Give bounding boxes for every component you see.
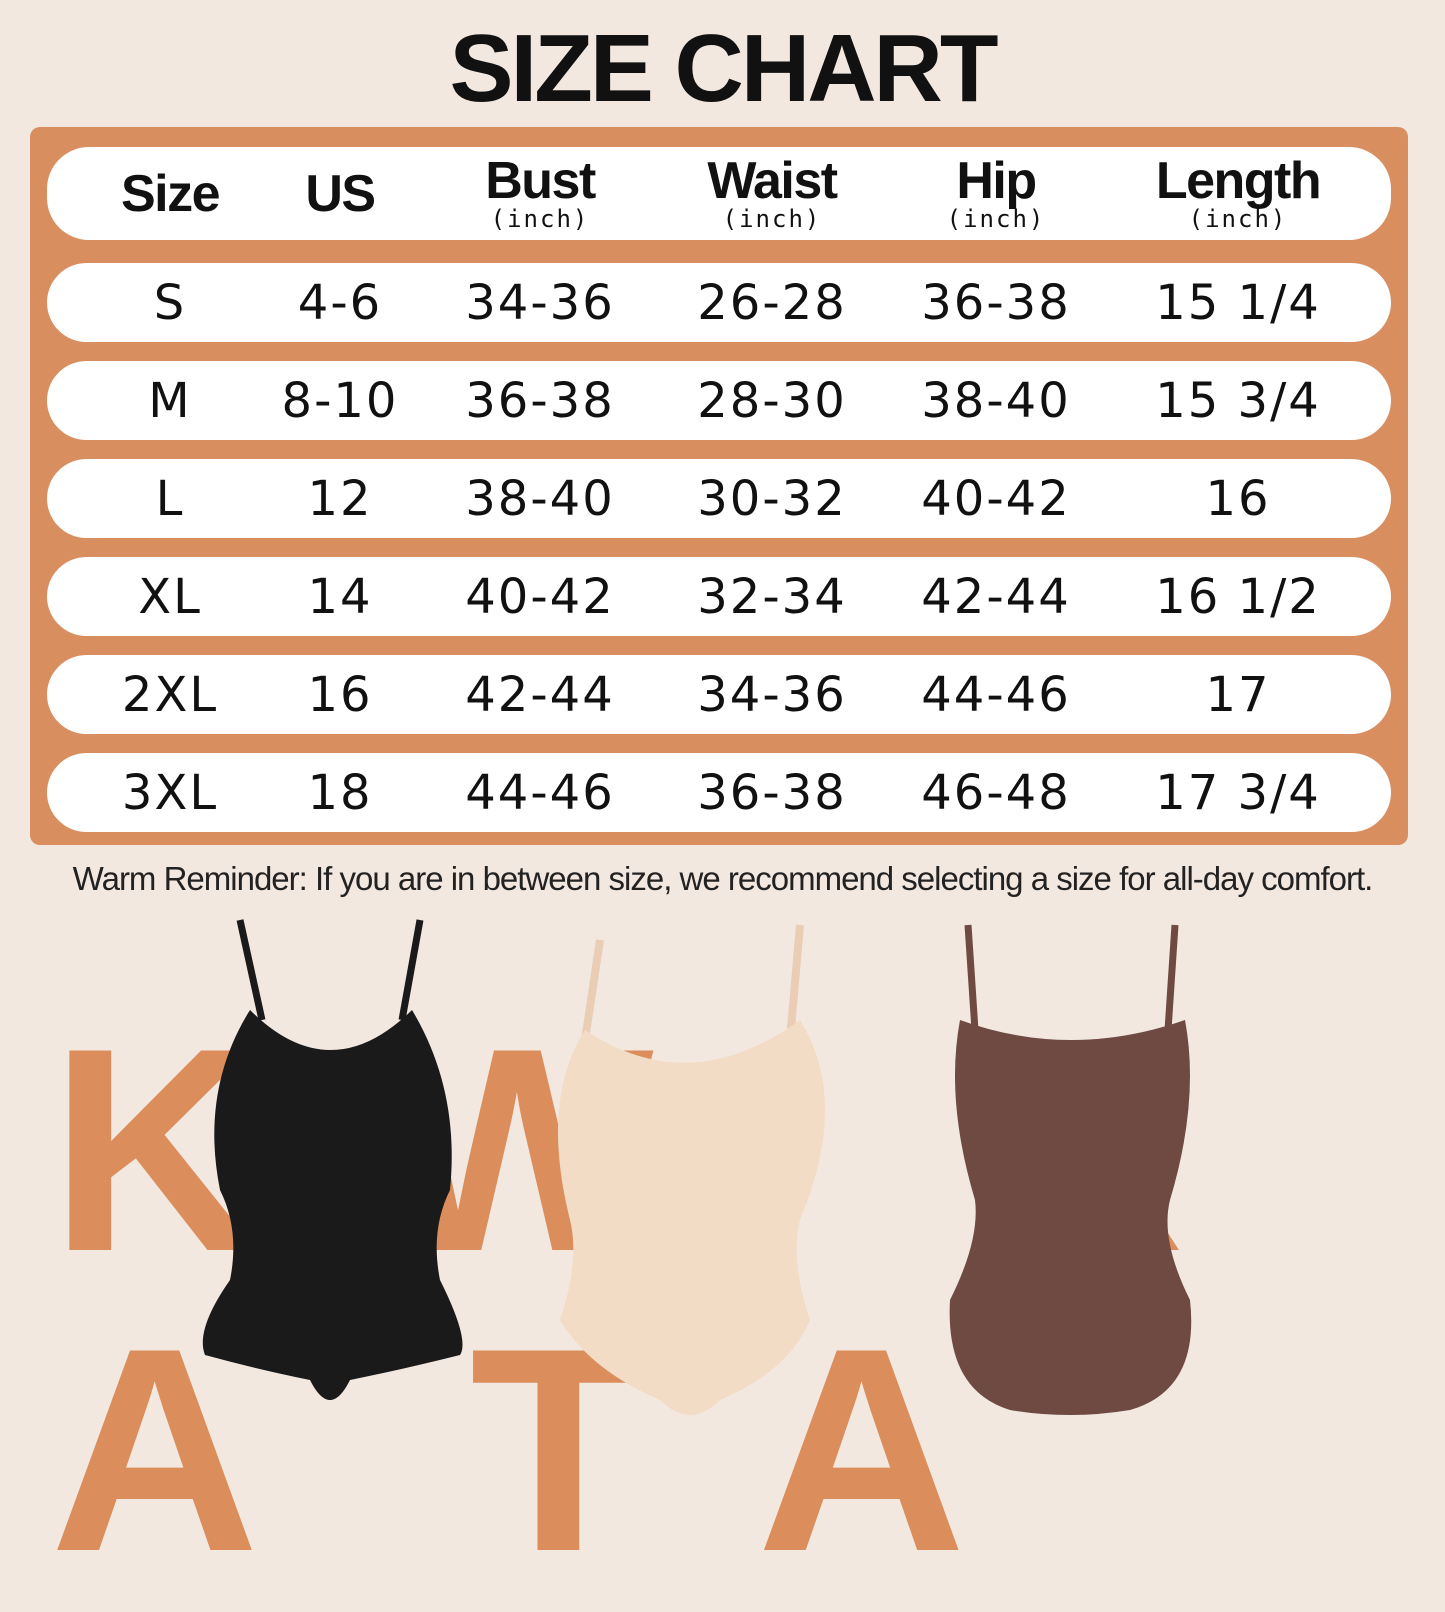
column-header: Size [50,147,290,240]
header-row: Size US Bust (inch) Waist (inch) Hip (inch) Leng… [47,147,1391,240]
page-title: SIZE CHART [449,15,999,122]
table-cell: 34-36 [465,274,615,331]
table-row: 3XL 18 44-46 36-38 46-48 17 3/4 [47,753,1391,832]
table-cell: 12 [307,470,373,527]
table-cell: 4-6 [297,274,383,331]
table-cell: 3XL [121,764,219,821]
table-cell: 42-44 [921,568,1071,625]
table-row: L 12 38-40 30-32 40-42 16 [47,459,1391,538]
table-cell: 36-38 [465,372,615,429]
brown-bodysuit-image [949,924,1192,1415]
table-cell: 15 3/4 [1155,372,1321,429]
column-header-label: Length [1155,151,1322,210]
table-row: 2XL 16 42-44 34-36 44-46 17 [47,655,1391,734]
table-cell: 2XL [121,666,219,723]
table-cell: 16 [307,666,373,723]
column-header: Waist (inch) [652,147,892,240]
table-cell: 30-32 [697,470,847,527]
column-header: Bust (inch) [420,147,660,240]
warm-reminder: Warm Reminder: If you are in between siz… [72,860,1374,897]
column-header: Length (inch) [1118,147,1358,240]
column-header-unit: (inch) [722,204,822,233]
table-cell: 36-38 [697,764,847,821]
table-cell: 17 3/4 [1155,764,1321,821]
table-cell: 26-28 [697,274,847,331]
column-header: US [220,147,460,240]
table-cell: 46-48 [921,764,1071,821]
table-cell: 14 [307,568,373,625]
table-row: S 4-6 34-36 26-28 36-38 15 1/4 [47,263,1391,342]
table-cell: 38-40 [921,372,1071,429]
table-cell: 42-44 [465,666,615,723]
table-cell: XL [138,568,202,625]
table-cell: 17 [1205,666,1271,723]
size-table: Size US Bust (inch) Waist (inch) Hip (inch) Leng… [30,127,1408,845]
table-cell: 15 1/4 [1155,274,1321,331]
table-cell: 40-42 [465,568,615,625]
table-cell: 18 [307,764,373,821]
table-cell: 40-42 [921,470,1071,527]
column-header-label: US [305,164,376,223]
table-cell: 36-38 [921,274,1071,331]
table-cell: M [148,372,192,429]
table-cell: 8-10 [281,372,399,429]
table-cell: 34-36 [697,666,847,723]
column-header-label: Hip [956,151,1037,210]
column-header-unit: (inch) [1188,204,1288,233]
column-header-unit: (inch) [490,204,590,233]
column-header-label: Size [120,164,221,223]
table-cell: L [155,470,185,527]
column-header-label: Waist [707,151,838,210]
table-cell: 16 1/2 [1155,568,1321,625]
table-cell: 38-40 [465,470,615,527]
nude-bodysuit-image [558,924,825,1415]
table-cell: 16 [1205,470,1271,527]
table-cell: 28-30 [697,372,847,429]
product-images [202,919,1192,1415]
black-bodysuit-image [202,919,463,1400]
table-cell: S [153,274,187,331]
table-row: XL 14 40-42 32-34 42-44 16 1/2 [47,557,1391,636]
table-row: M 8-10 36-38 28-30 38-40 15 3/4 [47,361,1391,440]
table-cell: 44-46 [921,666,1071,723]
column-header-label: Bust [485,151,596,210]
table-cell: 44-46 [465,764,615,821]
table-cell: 32-34 [697,568,847,625]
column-header: Hip (inch) [876,147,1116,240]
column-header-unit: (inch) [946,204,1046,233]
